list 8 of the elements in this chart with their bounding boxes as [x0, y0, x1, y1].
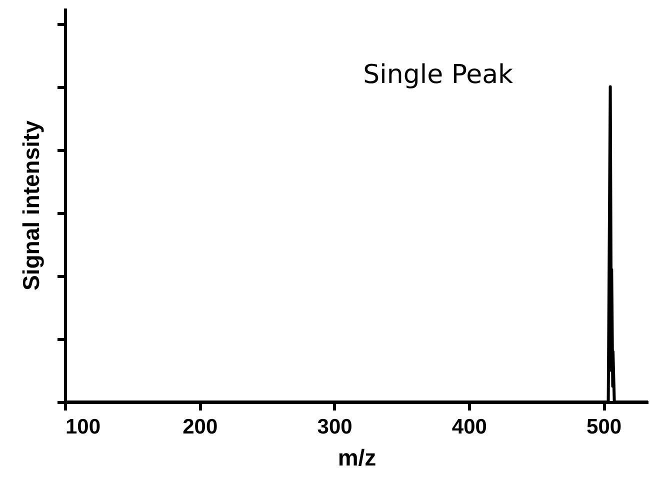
y-axis-title: Signal intensity: [18, 120, 44, 290]
x-tick-label: 100: [66, 416, 101, 438]
x-tick-label: 300: [317, 416, 352, 438]
x-tick-label: 400: [452, 416, 487, 438]
x-tick-label: 500: [586, 416, 622, 438]
annotation: Single Peak: [363, 60, 514, 90]
x-axis-title: m/z: [338, 444, 376, 470]
x-tick-label: 200: [182, 416, 218, 438]
